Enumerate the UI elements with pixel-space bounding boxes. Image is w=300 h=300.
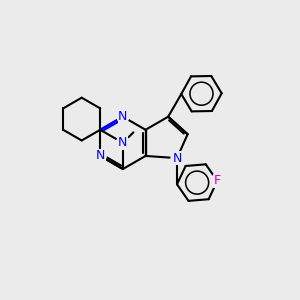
Text: N: N [118, 136, 128, 149]
Circle shape [211, 174, 224, 188]
Circle shape [116, 136, 129, 149]
Circle shape [94, 150, 106, 162]
Text: N: N [118, 110, 128, 123]
Circle shape [117, 111, 129, 123]
Text: N: N [96, 149, 105, 162]
Text: F: F [214, 174, 221, 188]
Text: N: N [172, 152, 182, 165]
Circle shape [171, 152, 183, 164]
